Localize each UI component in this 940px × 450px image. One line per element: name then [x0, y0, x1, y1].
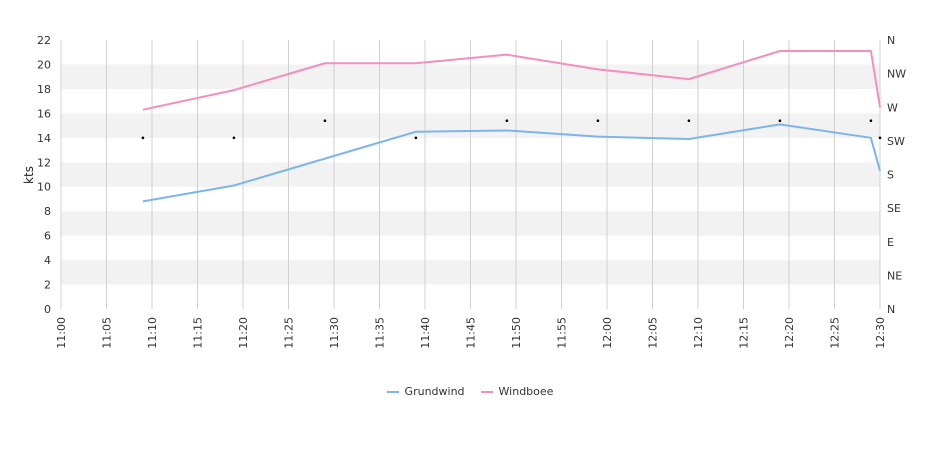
x-tick-label: 12:20 — [783, 317, 796, 349]
x-tick-label: 12:25 — [829, 317, 842, 349]
direction-marker — [141, 136, 145, 140]
direction-marker — [878, 136, 882, 140]
y-tick-label: 18 — [37, 83, 51, 96]
legend-item[interactable]: Windboee — [480, 385, 554, 398]
x-tick-label: 11:45 — [465, 317, 478, 349]
series-lines — [142, 50, 881, 203]
y-axis-tick-labels: 0 2 4 6 8 10 12 14 16 18 20 22 — [37, 34, 51, 316]
series-line-windboee — [142, 50, 881, 111]
direction-tick-label: S — [887, 169, 894, 182]
direction-tick-label: N — [887, 34, 895, 47]
x-tick-label: 11:30 — [328, 317, 341, 349]
direction-marker — [232, 136, 236, 140]
legend-label: Windboee — [498, 385, 554, 398]
legend-label: Grundwind — [404, 385, 465, 398]
x-tick-label: 12:15 — [738, 317, 751, 349]
y-tick-label: 8 — [44, 205, 51, 218]
x-tick-label: 11:40 — [419, 317, 432, 349]
x-tick-label: 11:00 — [55, 317, 68, 349]
direction-marker — [687, 119, 691, 122]
y-tick-label: 12 — [37, 156, 51, 169]
y-tick-label: 14 — [37, 132, 51, 145]
y-tick-label: 6 — [44, 230, 51, 243]
series-line-grundwind — [142, 123, 881, 203]
legend-swatch — [386, 390, 399, 393]
direction-marker — [596, 119, 600, 122]
y-axis-title: kts — [22, 166, 36, 184]
legend: Grundwind Windboee — [0, 385, 940, 398]
direction-tick-label: NW — [887, 68, 906, 81]
y-tick-label: 20 — [37, 58, 51, 71]
y-tick-label: 0 — [44, 303, 51, 316]
y-tick-label: 22 — [37, 34, 51, 47]
direction-tick-label: SE — [887, 202, 901, 215]
direction-marker — [778, 119, 782, 122]
direction-marker — [414, 136, 418, 140]
direction-marker — [505, 119, 509, 122]
x-tick-label: 11:10 — [146, 317, 159, 349]
direction-marker — [323, 119, 327, 122]
direction-markers — [141, 119, 882, 140]
vertical-gridlines — [60, 40, 881, 309]
direction-tick-label: SW — [887, 135, 905, 148]
direction-tick-label: E — [887, 236, 894, 249]
y-tick-label: 4 — [44, 254, 51, 267]
x-tick-label: 12:05 — [647, 317, 660, 349]
y-tick-label: 16 — [37, 107, 51, 120]
direction-marker — [869, 119, 873, 122]
direction-axis-tick-labels: N NE E SE S SW W NW N — [887, 34, 906, 316]
legend-item[interactable]: Grundwind — [386, 385, 465, 398]
x-tick-label: 12:00 — [601, 317, 614, 349]
direction-tick-label: NE — [887, 269, 902, 282]
x-tick-label: 12:10 — [692, 317, 705, 349]
y-tick-label: 10 — [37, 181, 51, 194]
legend-swatch — [480, 390, 493, 393]
y-tick-label: 2 — [44, 279, 51, 292]
x-tick-label: 11:55 — [556, 317, 569, 349]
x-tick-label: 11:50 — [510, 317, 523, 349]
x-tick-label: 11:15 — [192, 317, 205, 349]
x-tick-label: 11:25 — [283, 317, 296, 349]
x-tick-label: 11:20 — [237, 317, 250, 349]
x-tick-label: 12:30 — [874, 317, 887, 349]
x-tick-label: 11:35 — [374, 317, 387, 349]
direction-tick-label: N — [887, 303, 895, 316]
x-axis-tick-labels: 11:00 11:05 11:10 11:15 11:20 11:25 11:30 11:35… — [55, 317, 887, 349]
direction-tick-label: W — [887, 101, 898, 114]
x-tick-label: 11:05 — [101, 317, 114, 349]
